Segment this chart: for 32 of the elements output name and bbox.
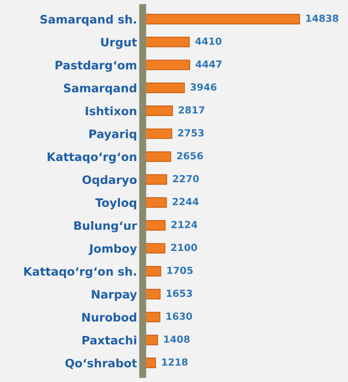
y-tick-label: Kattaqo‘rg‘on	[48, 152, 136, 164]
y-tick-label: Bulung‘ur	[74, 221, 138, 232]
data-label: 1408	[164, 335, 190, 343]
y-tick-label: Nurobod	[82, 312, 136, 322]
data-label: 14838	[306, 14, 338, 22]
data-label: 4410	[195, 37, 222, 45]
y-tick-label: Paxtachi	[82, 336, 136, 345]
data-label: 1705	[167, 266, 193, 274]
data-label: 2656	[177, 152, 203, 160]
y-tick-label: Samarqand sh.	[40, 14, 136, 26]
y-tick-label: Jomboy	[88, 244, 137, 256]
data-label: 2100	[171, 244, 198, 252]
data-label: 2124	[171, 220, 198, 228]
y-tick-label: Urgut	[101, 38, 137, 49]
data-label: 1653	[166, 290, 192, 297]
y-tick-label: Pastdarg‘om	[56, 60, 136, 72]
y-tick-label: Narpay	[92, 290, 137, 301]
data-label: 2244	[172, 198, 199, 206]
data-label: 1218	[162, 358, 188, 366]
data-label: 4447	[196, 60, 222, 68]
data-label: 3946	[190, 83, 216, 91]
y-tick-label: Payariq	[89, 129, 136, 141]
data-label: 2817	[178, 106, 204, 114]
data-label: 2270	[173, 175, 199, 182]
y-tick-label: Toyloq	[95, 198, 136, 210]
y-tick-label: Samarqand	[64, 83, 136, 95]
y-tick-label: Qo‘shrabot	[65, 358, 137, 369]
data-label: 1630	[166, 312, 192, 320]
y-tick-label: Kattaqo‘rg‘on sh.	[24, 266, 136, 278]
data-label: 2753	[178, 129, 204, 137]
y-tick-label: Ishtixon	[86, 106, 136, 116]
y-tick-label: Oqdaryo	[82, 175, 137, 186]
